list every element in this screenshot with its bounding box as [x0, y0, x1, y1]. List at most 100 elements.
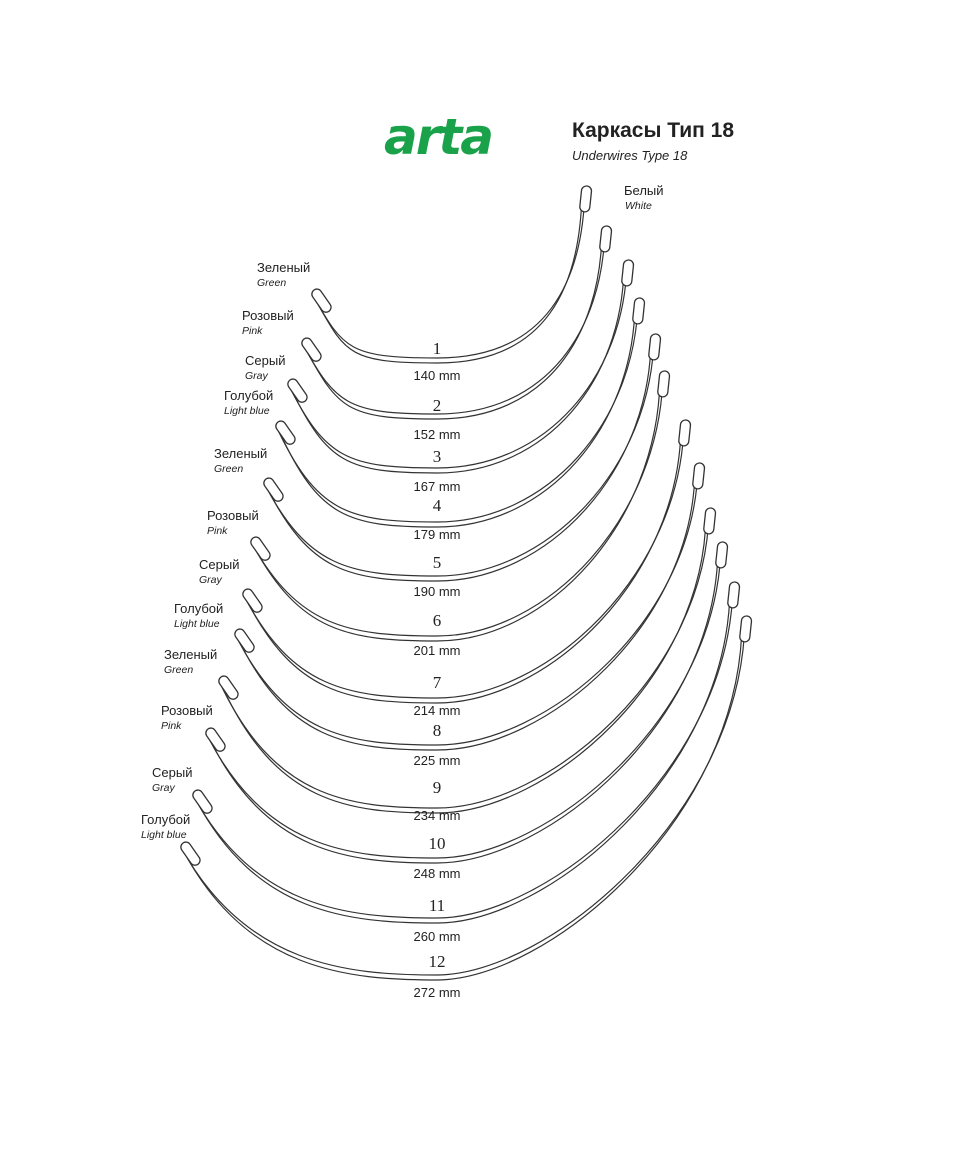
wire-number: 10: [429, 834, 446, 853]
wire-line-inner: [195, 588, 731, 924]
wire-right-cap: [657, 370, 671, 398]
wire-color-ru: Розовый: [207, 508, 259, 523]
wire-color-ru: Серый: [199, 557, 239, 572]
top-color-label-en: White: [625, 200, 652, 212]
wire-line-inner: [304, 232, 603, 420]
wire-right-cap: [692, 462, 706, 490]
wire-number: 5: [433, 553, 442, 572]
wire-length: 190 mm: [414, 584, 461, 599]
wire-right-cap: [727, 581, 741, 609]
page-title: Каркасы Тип 18: [572, 119, 735, 142]
wire-right-cap: [621, 259, 635, 287]
wire-color-en: Gray: [152, 782, 176, 794]
wire-1: [311, 185, 593, 364]
wire-line-outer: [311, 187, 586, 359]
wire-color-en: Green: [214, 463, 243, 475]
wire-left-cap: [275, 420, 296, 445]
wire-length: 140 mm: [414, 368, 461, 383]
wire-length: 214 mm: [414, 703, 461, 718]
arta-logo-text: arta: [384, 110, 492, 162]
wire-line-inner: [266, 340, 652, 582]
wire-6: [250, 370, 671, 642]
wire-right-cap: [599, 225, 613, 253]
wire-color-ru: Серый: [152, 765, 192, 780]
wire-right-cap: [632, 297, 646, 325]
wire-number: 4: [433, 496, 442, 515]
wire-color-en: Gray: [245, 370, 269, 382]
wire-3: [287, 259, 635, 474]
wire-line-inner: [278, 304, 636, 528]
wire-color-ru: Зеленый: [214, 446, 267, 461]
wire-line-outer: [234, 464, 699, 746]
page-subtitle: Underwires Type 18: [572, 148, 688, 163]
wire-left-cap: [192, 789, 213, 814]
top-color-label-ru: Белый: [624, 183, 664, 198]
wire-number: 1: [433, 339, 442, 358]
wire-right-cap: [703, 507, 717, 535]
wire-left-cap: [180, 841, 201, 866]
wire-right-cap: [715, 541, 729, 569]
wire-2: [301, 225, 613, 420]
wire-color-ru: Голубой: [141, 812, 190, 827]
wire-left-cap: [234, 628, 255, 653]
wire-7: [242, 419, 692, 704]
wire-color-ru: Зеленый: [257, 260, 310, 275]
wire-12: [180, 615, 753, 981]
wire-line-outer: [218, 509, 710, 809]
wire-length: 167 mm: [414, 479, 461, 494]
wire-line-inner: [183, 622, 743, 981]
wire-number: 12: [429, 952, 446, 971]
wire-length: 248 mm: [414, 866, 461, 881]
wire-arcs: [180, 185, 753, 981]
wire-color-en: Pink: [161, 720, 182, 732]
wire-color-en: Light blue: [174, 618, 220, 630]
wire-left-cap: [301, 337, 322, 362]
wire-right-cap: [579, 185, 593, 213]
wire-left-cap: [311, 288, 332, 313]
wire-line-inner: [221, 514, 707, 814]
wire-number: 9: [433, 778, 442, 797]
wire-length: 179 mm: [414, 527, 461, 542]
wire-left-cap: [287, 378, 308, 403]
wire-8: [234, 462, 706, 751]
wire-color-en: Green: [164, 664, 193, 676]
wire-left-cap: [205, 727, 226, 752]
wire-number: 3: [433, 447, 442, 466]
wire-length: 272 mm: [414, 985, 461, 1000]
arta-logo: arta: [384, 110, 494, 162]
wire-color-en: Green: [257, 277, 286, 289]
wire-color-en: Gray: [199, 574, 223, 586]
wire-10: [205, 541, 729, 864]
wire-labels: 1 140 mm Зеленый Green 2 152 mm Розовый Pink 3 16…: [141, 260, 460, 1000]
wire-color-en: Light blue: [141, 829, 187, 841]
wire-right-cap: [678, 419, 692, 447]
wire-left-cap: [250, 536, 271, 561]
wire-color-ru: Голубой: [224, 388, 273, 403]
wire-length: 225 mm: [414, 753, 461, 768]
wire-line-inner: [237, 469, 696, 751]
wire-color-ru: Розовый: [161, 703, 213, 718]
wire-left-cap: [218, 675, 239, 700]
wire-5: [263, 333, 662, 582]
wire-number: 6: [433, 611, 442, 630]
wire-color-ru: Розовый: [242, 308, 294, 323]
wire-length: 152 mm: [414, 427, 461, 442]
wire-line-outer: [180, 617, 746, 976]
wire-line-outer: [301, 227, 606, 415]
wire-color-en: Pink: [207, 525, 228, 537]
wire-length: 260 mm: [414, 929, 461, 944]
wire-right-cap: [739, 615, 753, 643]
wire-line-inner: [245, 426, 682, 704]
wire-line-inner: [208, 548, 719, 864]
wire-left-cap: [263, 477, 284, 502]
wire-9: [218, 507, 717, 814]
wire-number: 7: [433, 673, 442, 692]
wire-number: 8: [433, 721, 442, 740]
wire-right-cap: [648, 333, 662, 361]
wire-line-inner: [253, 377, 661, 642]
wire-color-ru: Голубой: [174, 601, 223, 616]
wire-color-ru: Серый: [245, 353, 285, 368]
wire-color-en: Light blue: [224, 405, 270, 417]
wire-length: 234 mm: [414, 808, 461, 823]
